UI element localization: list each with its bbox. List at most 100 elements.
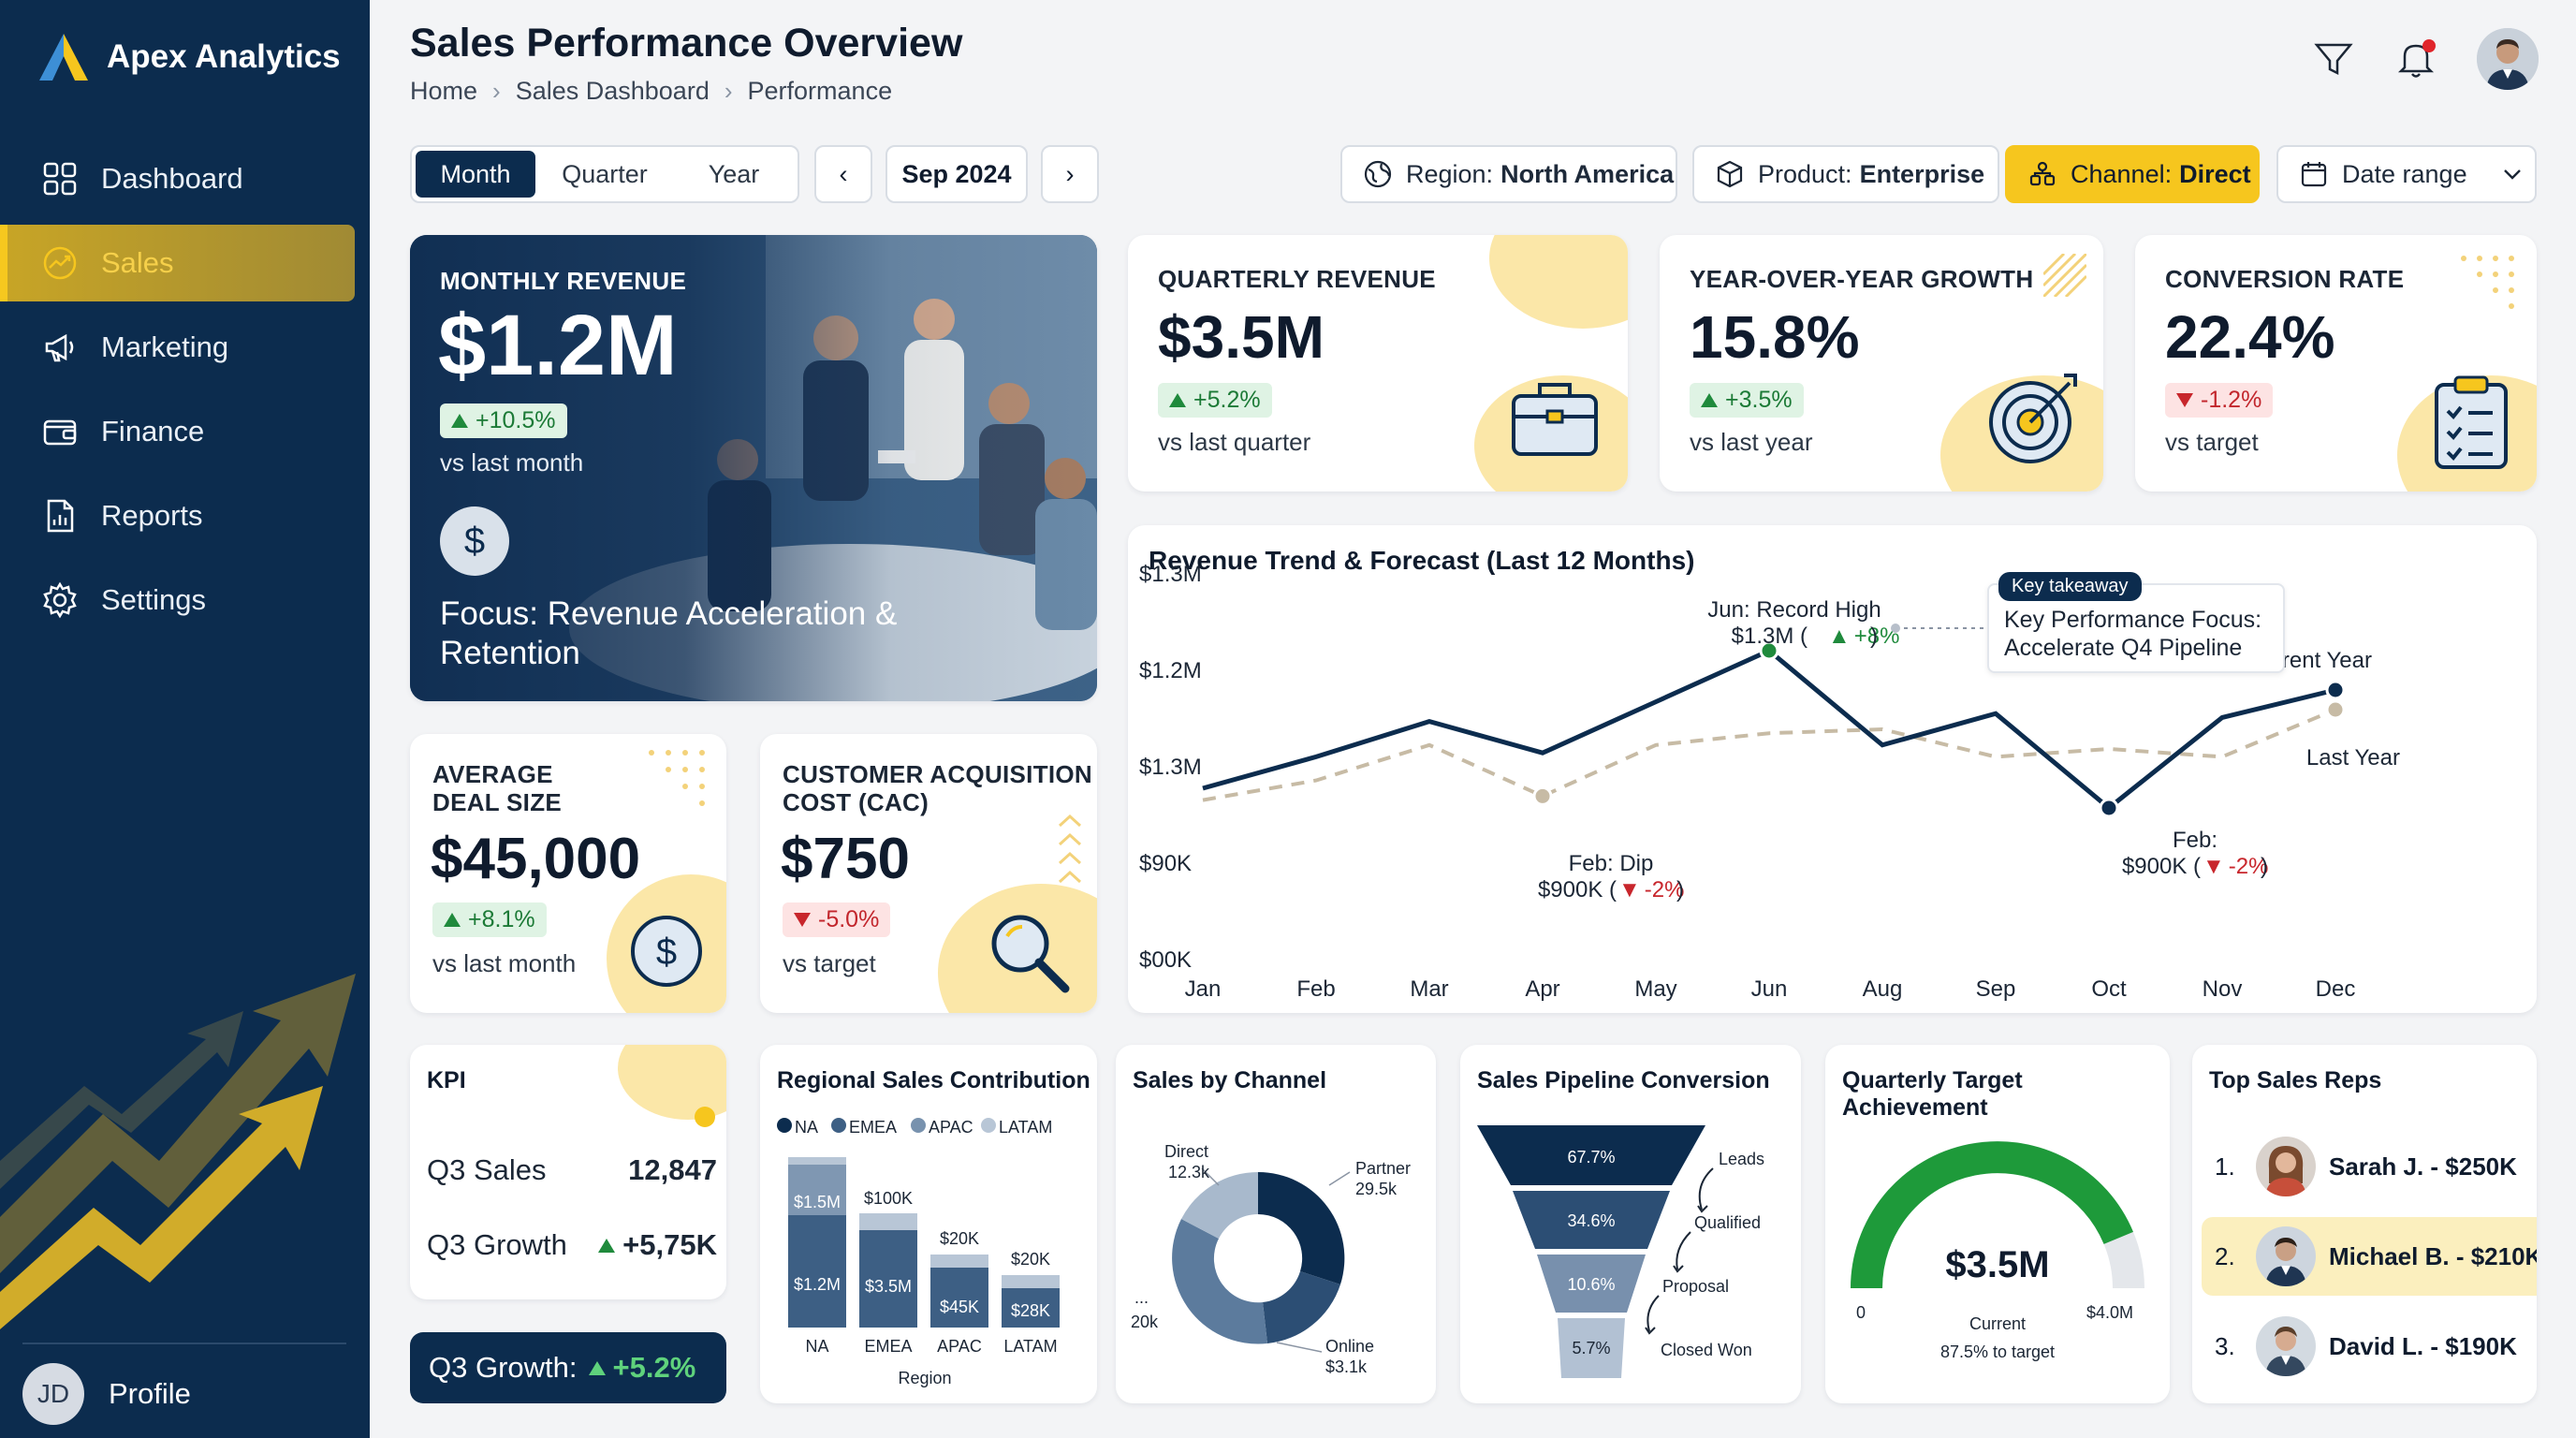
slice-online[interactable]	[1263, 1271, 1340, 1343]
box-icon	[1717, 160, 1743, 188]
point-low[interactable]	[2099, 798, 2119, 818]
slice-direct[interactable]	[1181, 1171, 1258, 1239]
kpi-row-label: Q3 Sales	[427, 1153, 547, 1186]
point-last-end[interactable]	[2325, 699, 2346, 720]
page-title: Sales Performance Overview	[410, 21, 963, 66]
product-filter[interactable]: Product: Enterprise	[1692, 145, 1999, 203]
revenue-trend-chart[interactable]: $1.3M $1.2M $1.3M $90K $00K Jan Feb Mar Apr May J…	[1128, 525, 2537, 1013]
quarterly-target-card[interactable]: Quarterly Target Achievement $3.5M 0 $4.…	[1825, 1045, 2170, 1403]
yoy-label: YEAR-OVER-YEAR GROWTH	[1690, 265, 2034, 293]
funnel-flow-arrows	[1645, 1167, 1714, 1335]
x-tick-apac: APAC	[937, 1337, 982, 1356]
bell-icon	[2397, 44, 2435, 78]
notification-button[interactable]	[2394, 37, 2437, 81]
annotation-apr-value: $900K (	[1538, 877, 1617, 902]
cac-card[interactable]: CUSTOMER ACQUISITION COST (CAC) $750 -5.0…	[760, 734, 1097, 1013]
point-current-end[interactable]	[2325, 680, 2346, 700]
y-tick-label: $90K	[1139, 851, 1192, 876]
pipeline-conversion-card[interactable]: Sales Pipeline Conversion 67.7% 34.6% 10…	[1460, 1045, 1801, 1403]
sidebar-item-dashboard[interactable]: Dashboard	[0, 140, 355, 217]
sidebar-item-sales[interactable]: Sales	[0, 225, 355, 301]
channel-online-value: $3.1k	[1325, 1357, 1368, 1376]
channel-filter[interactable]: Channel: Direct	[2005, 145, 2260, 203]
breadcrumb-sales-dashboard[interactable]: Sales Dashboard	[515, 77, 710, 105]
q3-growth-pill[interactable]: Q3 Growth: +5.2%	[410, 1332, 726, 1403]
sidebar-item-finance[interactable]: Finance	[0, 393, 355, 470]
funnel-stage-proposal[interactable]	[1537, 1255, 1646, 1313]
funnel-stage-closed[interactable]	[1558, 1318, 1625, 1378]
sidebar-item-settings[interactable]: Settings	[0, 562, 355, 638]
kpi-card-title: KPI	[427, 1067, 466, 1093]
filter-icon[interactable]	[2312, 37, 2355, 81]
date-range-select[interactable]: Date range	[2276, 145, 2537, 203]
point-dip[interactable]	[1532, 785, 1553, 806]
breadcrumb-performance: Performance	[747, 77, 893, 105]
rep-row-1[interactable]: 1. Sarah J. - $250K	[2202, 1127, 2537, 1206]
slice-partner[interactable]	[1258, 1171, 1345, 1284]
period-month-button[interactable]: Month	[416, 151, 535, 198]
key-takeaway-text: Key Performance Focus: Accelerate Q4 Pipe…	[2004, 606, 2261, 662]
quarterly-revenue-card[interactable]: QUARTERLY REVENUE $3.5M +5.2% vs last qu…	[1128, 235, 1628, 492]
funnel-stage-qualified[interactable]	[1513, 1191, 1670, 1249]
gauge-fill	[1851, 1141, 2133, 1289]
toolbar: Month Quarter Year ‹ Sep 2024 › Region: N…	[410, 145, 2537, 203]
regional-sales-card[interactable]: Regional Sales Contribution NA EMEA APAC…	[760, 1045, 1097, 1403]
user-avatar[interactable]	[2477, 28, 2539, 90]
monthly-revenue-card[interactable]: MONTHLY REVENUE $1.2M +10.5% vs last mon…	[410, 235, 1097, 701]
x-tick-label: Jan	[1185, 976, 1222, 1002]
annotation-oct-title: Feb:	[2173, 828, 2217, 853]
gauge-current-label: Current	[1969, 1314, 2026, 1333]
arrow-up-icon	[1169, 393, 1186, 407]
average-deal-size-card[interactable]: AVERAGE DEAL SIZE $45,000 +8.1% vs last m…	[410, 734, 726, 1013]
growth-arrows-decoration	[0, 974, 356, 1329]
profile-button[interactable]: JD Profile	[22, 1363, 191, 1425]
hero-change-value: +10.5%	[476, 407, 556, 433]
previous-period-button[interactable]: ‹	[814, 145, 872, 203]
channel-donut-chart[interactable]: Direct 12.3k Partner 29.5k Online $3.1k …	[1116, 1045, 1436, 1403]
bar-emea-upper[interactable]	[859, 1213, 917, 1230]
sidebar-divider	[22, 1343, 346, 1344]
bar-na-upper[interactable]	[788, 1159, 846, 1215]
sidebar-item-reports[interactable]: Reports	[0, 477, 355, 554]
rep-row-2[interactable]: 2. Michael B. - $210K	[2202, 1217, 2537, 1296]
deal-change-value: +8.1%	[468, 906, 535, 932]
conversion-rate-card[interactable]: CONVERSION RATE 22.4% -1.2% vs target	[2135, 235, 2537, 492]
rep-row-3[interactable]: 3. David L. - $190K	[2202, 1307, 2537, 1386]
slice-other[interactable]	[1172, 1219, 1267, 1344]
cac-value: $750	[781, 827, 910, 891]
sales-by-channel-card[interactable]: Sales by Channel Direct 12.3k Partner 29…	[1116, 1045, 1436, 1403]
region-filter[interactable]: Region: North America	[1340, 145, 1677, 203]
product-filter-value: Enterprise	[1859, 159, 1985, 188]
point-high[interactable]	[1759, 640, 1779, 661]
regional-bar-chart[interactable]: NA EMEA APAC LATAM $1.5M $1.2M $100K $3.…	[760, 1045, 1097, 1403]
bar-latam-upper[interactable]	[1002, 1275, 1060, 1288]
target-gauge-chart[interactable]: $3.5M 0 $4.0M Current 87.5% to target	[1825, 1045, 2170, 1403]
period-quarter-button[interactable]: Quarter	[562, 159, 648, 188]
bar-latam-lower[interactable]	[1002, 1288, 1060, 1328]
breadcrumb-home[interactable]: Home	[410, 77, 478, 105]
funnel-pct-leads: 67.7%	[1567, 1148, 1615, 1167]
bar-emea-lower[interactable]	[859, 1230, 917, 1328]
period-year-button[interactable]: Year	[708, 159, 760, 188]
quarterly-sub: vs last quarter	[1158, 428, 1311, 456]
kpi-card[interactable]: KPI Q3 Sales 12,847 Q3 Growth +5,75K	[410, 1045, 726, 1299]
current-period-label[interactable]: Sep 2024	[886, 145, 1028, 203]
funnel-stage-leads[interactable]	[1477, 1125, 1705, 1185]
bar-label-latam-upper: $20K	[1011, 1250, 1050, 1269]
bar-apac-upper[interactable]	[930, 1255, 988, 1268]
legend-latam: LATAM	[999, 1118, 1052, 1137]
brand[interactable]: Apex Analytics	[37, 32, 341, 82]
hero-sub: vs last month	[440, 448, 584, 477]
bar-apac-lower[interactable]	[930, 1268, 988, 1328]
sidebar-item-marketing[interactable]: Marketing	[0, 309, 355, 386]
dollar-icon: $	[440, 506, 509, 576]
next-period-button[interactable]: ›	[1041, 145, 1099, 203]
hero-overlay	[410, 235, 1097, 701]
rep-name: Michael B. - $210K	[2329, 1241, 2537, 1270]
yoy-growth-card[interactable]: YEAR-OVER-YEAR GROWTH 15.8% +3.5% vs las…	[1660, 235, 2103, 492]
pipeline-funnel-chart[interactable]: 67.7% 34.6% 10.6% 5.7% Leads Qualified P…	[1460, 1045, 1801, 1403]
bar-na-lower[interactable]	[788, 1215, 846, 1328]
legend-swatch-na	[777, 1118, 792, 1133]
decor-dot	[695, 1107, 715, 1127]
top-sales-reps-card[interactable]: Top Sales Reps 1. Sarah J. - $250K 2. Mi…	[2192, 1045, 2537, 1403]
